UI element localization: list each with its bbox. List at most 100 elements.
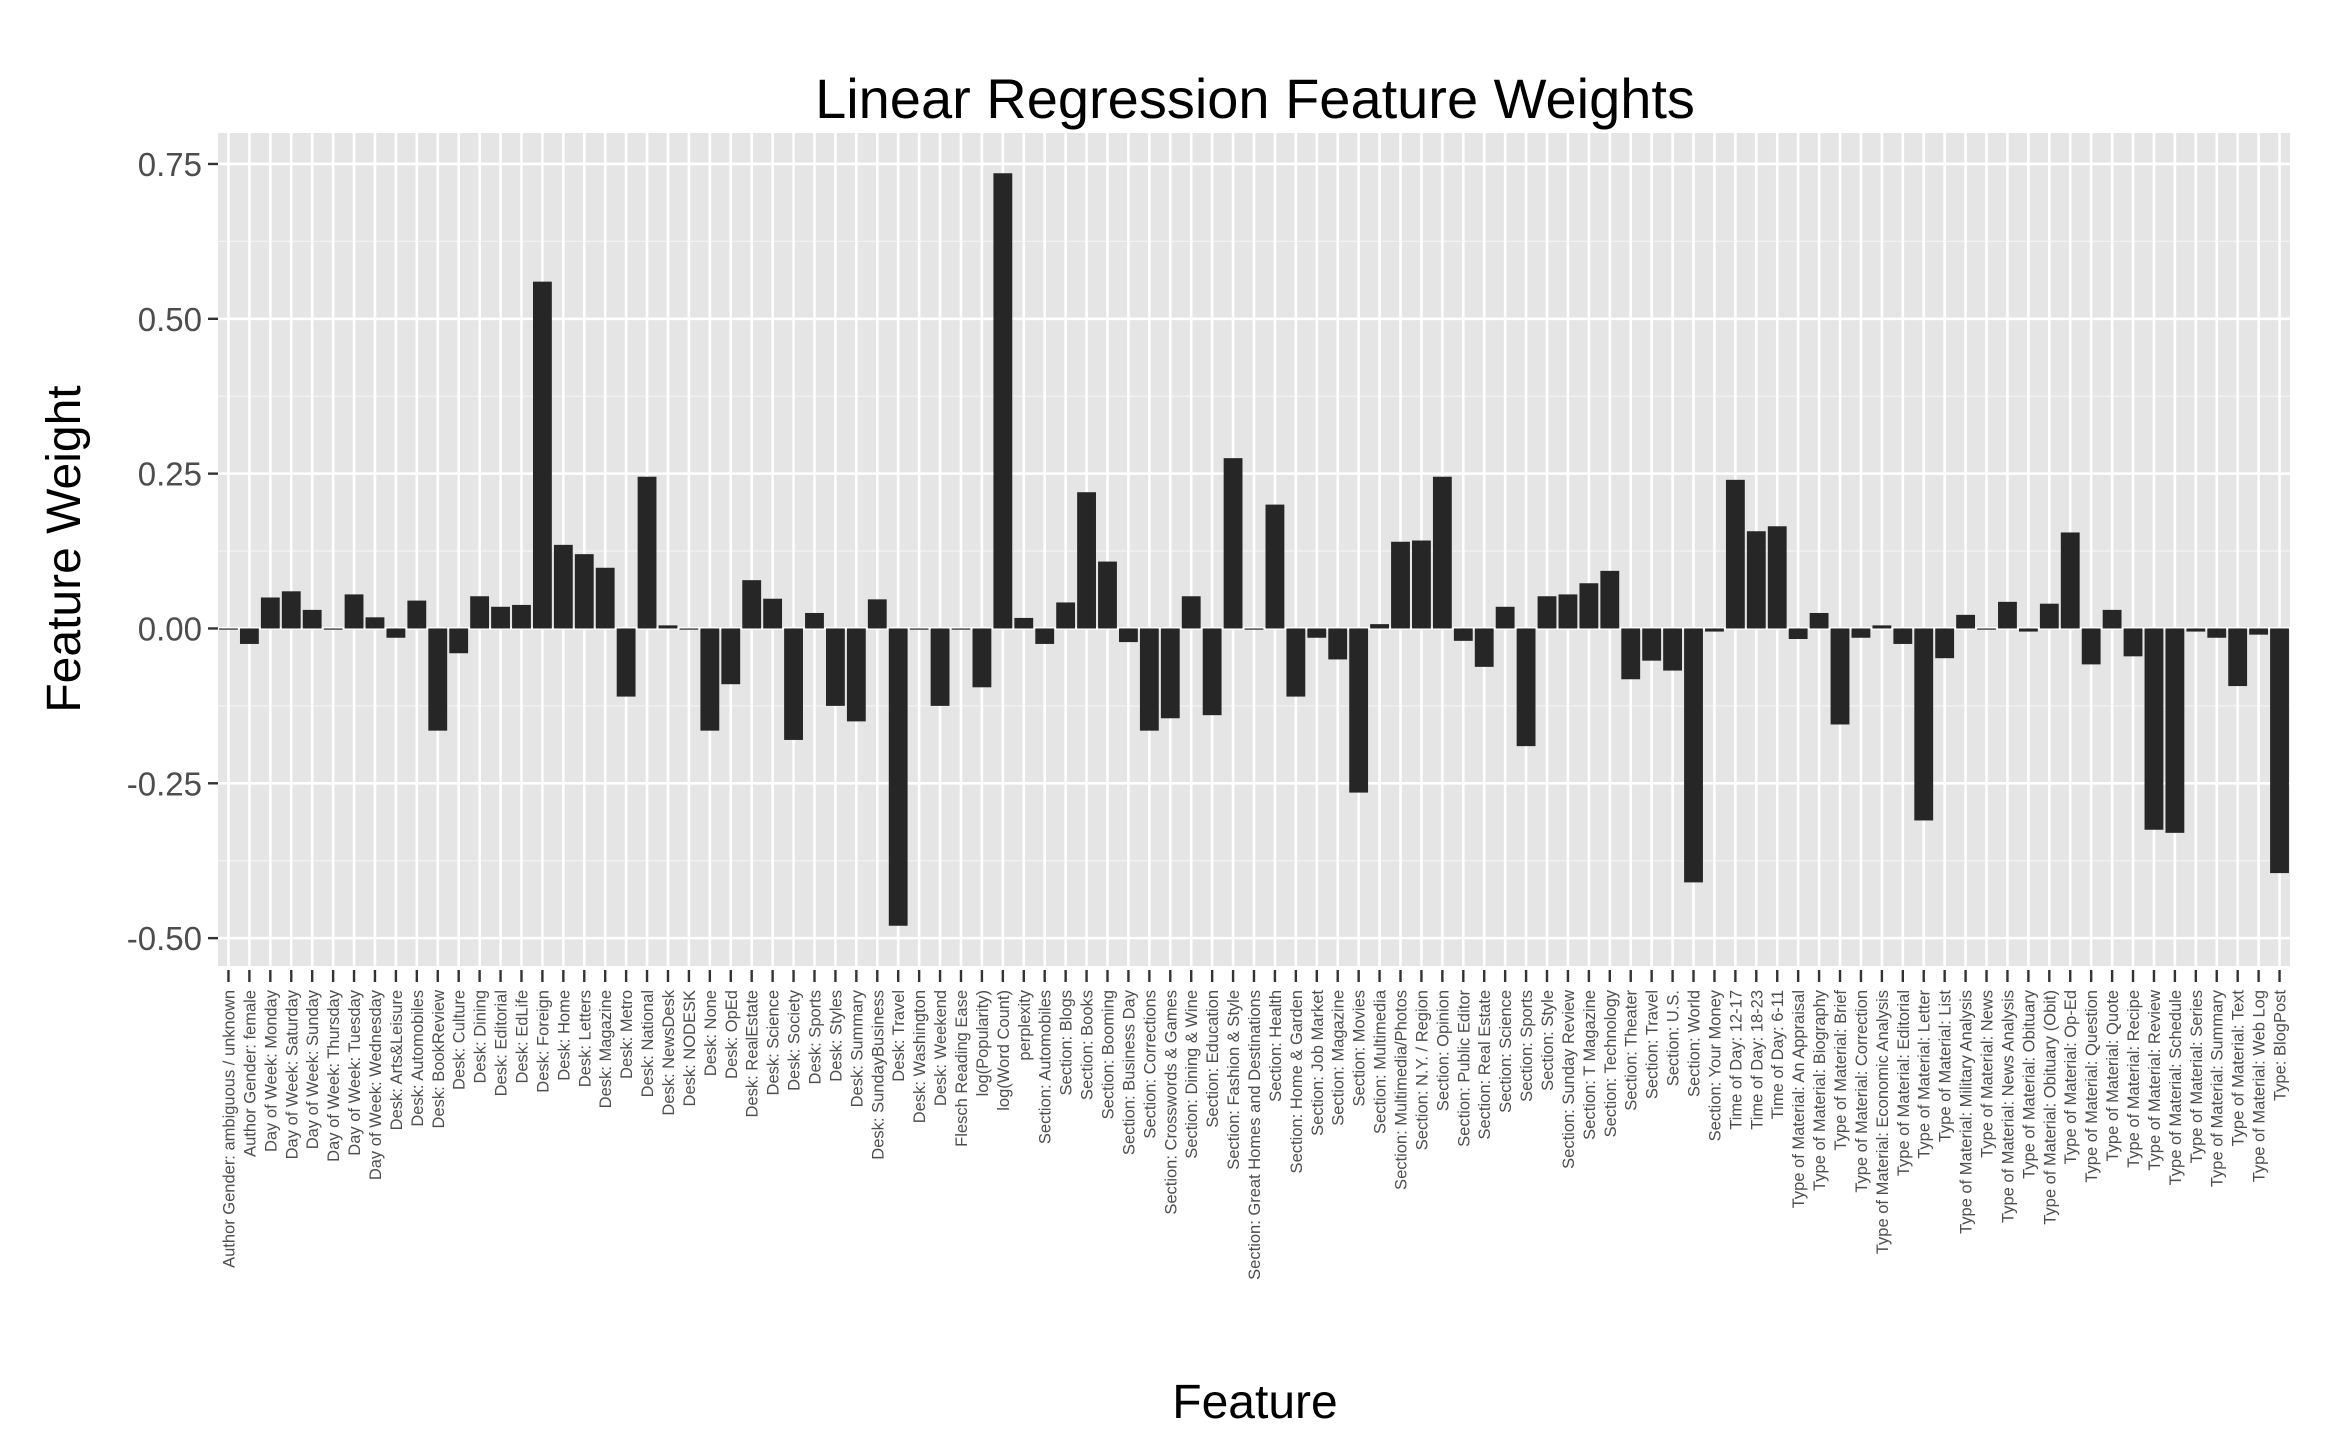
bar <box>532 281 552 629</box>
bar <box>742 580 762 629</box>
x-tick-label: Day of Week: Saturday <box>283 989 301 1159</box>
x-tick-label: Day of Week: Wednesday <box>367 989 385 1180</box>
x-tick-label: Desk: Editorial <box>493 990 511 1096</box>
x-tick-label: Section: Movies <box>1351 990 1369 1106</box>
bar <box>365 617 385 629</box>
bar <box>784 628 803 740</box>
x-tick-label: Type of Material: Letter <box>1916 989 1934 1158</box>
x-tick-label: Desk: SundayBusiness <box>869 990 887 1160</box>
bar <box>1809 612 1829 629</box>
x-tick-label: Section: Sports <box>1518 990 1536 1102</box>
x-tick-label: Desk: NewsDesk <box>660 989 678 1115</box>
x-tick-label: Type of Material: Series <box>2188 990 2206 1163</box>
y-tick-label: -0.50 <box>127 920 202 957</box>
bar <box>512 604 531 629</box>
bar <box>2270 628 2289 874</box>
x-tick-label: Type of Material: Correction <box>1853 990 1871 1193</box>
bar <box>1893 628 1913 644</box>
x-tick-label: Desk: Science <box>765 990 783 1095</box>
x-tick-label: Section: Health <box>1267 990 1285 1102</box>
x-tick-label: Type of Material: Recipe <box>2125 990 2143 1168</box>
x-tick-label: Type of Material: Summary <box>2209 989 2227 1187</box>
x-tick-label: Desk: OpEd <box>723 990 741 1079</box>
y-axis: -0.50 -0.25 0.00 0.25 0.50 0.75 <box>127 146 218 957</box>
x-tick-label: Section: Business Day <box>1120 989 1138 1155</box>
x-tick-label: Type of Material: Economic Analysis <box>1874 990 1892 1254</box>
x-tick-label: Desk: Styles <box>827 990 845 1082</box>
bar <box>1558 594 1578 629</box>
x-tick-label: log(Word Count) <box>995 990 1013 1111</box>
chart-title: Linear Regression Feature Weights <box>815 67 1695 130</box>
x-tick-label: Section: Public Editor <box>1455 990 1473 1147</box>
bar <box>302 609 322 629</box>
bar <box>2228 628 2248 687</box>
x-tick-label: Section: Home & Garden <box>1288 990 1306 1173</box>
bar <box>658 625 678 629</box>
bar <box>407 600 427 629</box>
bar <box>930 628 950 706</box>
bar <box>1307 628 1327 638</box>
x-tick-label: Section: U.S. <box>1665 990 1683 1086</box>
x-tick-label: Section: Crosswords & Games <box>1162 990 1180 1215</box>
bar <box>846 628 866 722</box>
x-tick-label: Desk: Washington <box>911 990 929 1123</box>
x-tick-label: Desk: Dining <box>472 990 490 1084</box>
bar <box>1035 628 1055 644</box>
x-tick-label: Section: Dining & Wine <box>1183 990 1201 1159</box>
x-tick-label: Day of Week: Sunday <box>304 989 322 1149</box>
x-tick-label: Desk: None <box>702 990 720 1076</box>
x-tick-label: Desk: Arts&Leisure <box>388 990 406 1130</box>
bar <box>1600 570 1620 629</box>
bar <box>239 628 259 644</box>
x-tick-label: Section: Your Money <box>1706 989 1724 1141</box>
x-tick-label: perplexity <box>1016 989 1034 1060</box>
y-tick-label: 0.00 <box>138 610 202 647</box>
x-tick-label: Type of Material: Web Log <box>2251 990 2269 1182</box>
x-tick-label: Type of Material: List <box>1937 990 1955 1143</box>
x-axis: Author Gender: ambiguous / unknown Author… <box>220 970 2290 1280</box>
bar <box>323 628 343 630</box>
x-tick-label: Flesch Reading Ease <box>953 990 971 1147</box>
x-tick-label: Type of Material: An Appraisal <box>1790 990 1808 1208</box>
x-tick-label: Section: Real Estate <box>1476 990 1494 1140</box>
bar <box>281 591 301 629</box>
x-tick-label: Desk: Magazine <box>597 990 615 1108</box>
x-tick-label: Section: World <box>1686 990 1704 1097</box>
bar <box>1579 583 1599 629</box>
bar <box>470 596 490 629</box>
y-tick-label: 0.25 <box>138 456 202 493</box>
x-tick-label: Desk: Society <box>786 989 804 1091</box>
bar <box>344 594 364 629</box>
bars-layer <box>219 173 2289 926</box>
x-tick-label: Section: Technology <box>1602 989 1620 1137</box>
x-tick-label: Type of Material: Question <box>2083 990 2101 1183</box>
y-tick-label: 0.50 <box>138 301 202 338</box>
bar <box>1349 628 1369 793</box>
bar <box>595 567 615 629</box>
bar <box>1851 628 1871 638</box>
bar <box>1788 628 1808 639</box>
bar <box>1453 628 1473 641</box>
bar <box>260 597 280 629</box>
bar <box>1160 628 1180 719</box>
x-tick-label: Desk: Automobiles <box>409 990 427 1127</box>
bar <box>1370 624 1389 629</box>
bar <box>1474 628 1494 667</box>
x-tick-label: Type of Material: Op-Ed <box>2062 990 2080 1164</box>
x-tick-label: Desk: RealEstate <box>744 990 762 1117</box>
bar <box>888 628 908 926</box>
x-tick-label: Section: Travel <box>1644 990 1662 1099</box>
bar <box>2081 628 2101 665</box>
bar <box>1139 628 1159 731</box>
bar <box>1181 596 1201 629</box>
bar <box>386 628 406 638</box>
bar <box>1119 628 1138 643</box>
x-tick-label: Desk: Summary <box>848 989 866 1107</box>
x-tick-label: Desk: Letters <box>576 990 594 1087</box>
bar <box>1098 561 1117 629</box>
bar <box>679 628 699 630</box>
bar <box>1663 628 1683 671</box>
x-tick-label: Section: Corrections <box>1141 990 1159 1139</box>
bar <box>993 173 1013 629</box>
bar <box>2165 628 2185 833</box>
